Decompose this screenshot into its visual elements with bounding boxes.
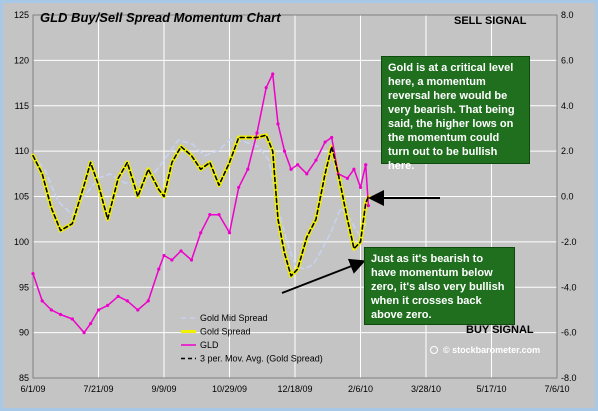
gld-point (314, 158, 318, 162)
y-left-tick-label: 100 (14, 237, 29, 247)
arrow-to-higher-low (281, 258, 366, 294)
gld-point (162, 253, 166, 258)
y-right-tick-label: -2.0 (561, 237, 577, 247)
gld-point (106, 303, 110, 307)
legend-entry: Gold Mid Spread (200, 313, 268, 323)
plot-area-border (32, 14, 558, 379)
x-tick-label: 10/29/09 (212, 384, 247, 394)
gld-point (136, 308, 140, 312)
legend: Gold Mid Spread Gold Spread GLD 3 per. Mov.… (181, 313, 323, 364)
gld-point (352, 167, 356, 171)
annotation-note-top: Gold is at a critical level here, a mome… (381, 56, 530, 172)
gld-point (58, 312, 63, 317)
chart-title: GLD Buy/Sell Spread Momentum Chart (40, 10, 281, 25)
y-left-tick-label: 90 (19, 328, 29, 338)
gld-point (282, 149, 287, 153)
gld-point (70, 317, 74, 321)
legend-entry: 3 per. Mov. Avg. (Gold Spread) (200, 354, 323, 364)
x-tick-label: 9/9/09 (151, 384, 176, 394)
gld-point (170, 258, 174, 262)
x-tick-label: 3/28/10 (411, 384, 441, 394)
y-right-tick-label: -4.0 (561, 282, 577, 292)
legend-entry: Gold Spread (200, 327, 251, 337)
gld-point (289, 167, 293, 171)
annotation-note-bottom: Just as it's bearish to have momentum be… (364, 247, 515, 325)
series-line (32, 134, 370, 277)
gld-point (217, 213, 221, 217)
gld-point (246, 167, 250, 171)
x-tick-label: 12/18/09 (277, 384, 312, 394)
gld-point (323, 140, 327, 144)
gld-point (271, 72, 275, 76)
gld-point (364, 163, 368, 167)
x-tick-label: 7/21/09 (83, 384, 113, 394)
gld-point (199, 231, 203, 235)
watermark: © stockbarometer.com (430, 345, 540, 355)
legend-entry: GLD (200, 340, 219, 350)
gld-point (31, 272, 35, 276)
gld-point (330, 135, 334, 140)
y-right-tick-label: 4.0 (561, 101, 574, 111)
gld-point (116, 294, 120, 298)
gld-point (264, 86, 268, 90)
axes: 85 90 95 100 105 110 115 120 125 -8.0 -6.0 -4.0 -2.0… (14, 10, 577, 394)
gld-point (40, 299, 44, 303)
gld-point (49, 308, 53, 312)
gld-point (358, 185, 363, 190)
x-tick-label: 7/6/10 (544, 384, 569, 394)
gld-point (296, 163, 300, 167)
gld-point (345, 176, 349, 180)
sell-signal-label: SELL SIGNAL (454, 15, 527, 27)
gld-point (82, 331, 86, 335)
series (31, 72, 371, 335)
y-right-tick-label: -6.0 (561, 328, 577, 338)
y-left-tick-label: 115 (15, 101, 29, 111)
gld-point (227, 231, 232, 235)
watermark-text: © stockbarometer.com (443, 345, 540, 355)
y-right-tick-label: 8.0 (561, 10, 574, 20)
gld-point (366, 203, 370, 208)
gld-point (146, 299, 150, 303)
gld-point (157, 267, 161, 271)
buy-signal-label: BUY SIGNAL (466, 324, 534, 336)
gld-point (189, 258, 194, 262)
y-right-tick-label: -8.0 (561, 373, 577, 383)
gld-point (208, 213, 212, 217)
gld-point (96, 308, 101, 312)
x-tick-label: 5/17/10 (476, 384, 506, 394)
y-left-tick-label: 120 (14, 55, 29, 65)
gld-point (255, 131, 259, 135)
y-left-tick-label: 110 (15, 146, 29, 156)
gld-point (237, 185, 241, 190)
gld-point (276, 122, 280, 126)
y-left-tick-label: 125 (14, 10, 29, 20)
annotation-arrows (281, 190, 440, 294)
y-right-tick-label: 0.0 (561, 192, 574, 202)
y-right-tick-label: 2.0 (561, 146, 574, 156)
y-left-tick-label: 95 (19, 282, 29, 292)
gld-point (305, 172, 309, 176)
gld-point (179, 249, 183, 253)
y-left-tick-label: 85 (19, 373, 29, 383)
x-tick-label: 2/6/10 (348, 384, 373, 394)
y-left-tick-label: 105 (14, 192, 29, 202)
gld-point (89, 321, 93, 326)
gld-point (125, 299, 129, 303)
y-right-tick-label: 6.0 (561, 55, 574, 65)
x-tick-label: 6/1/09 (20, 384, 45, 394)
